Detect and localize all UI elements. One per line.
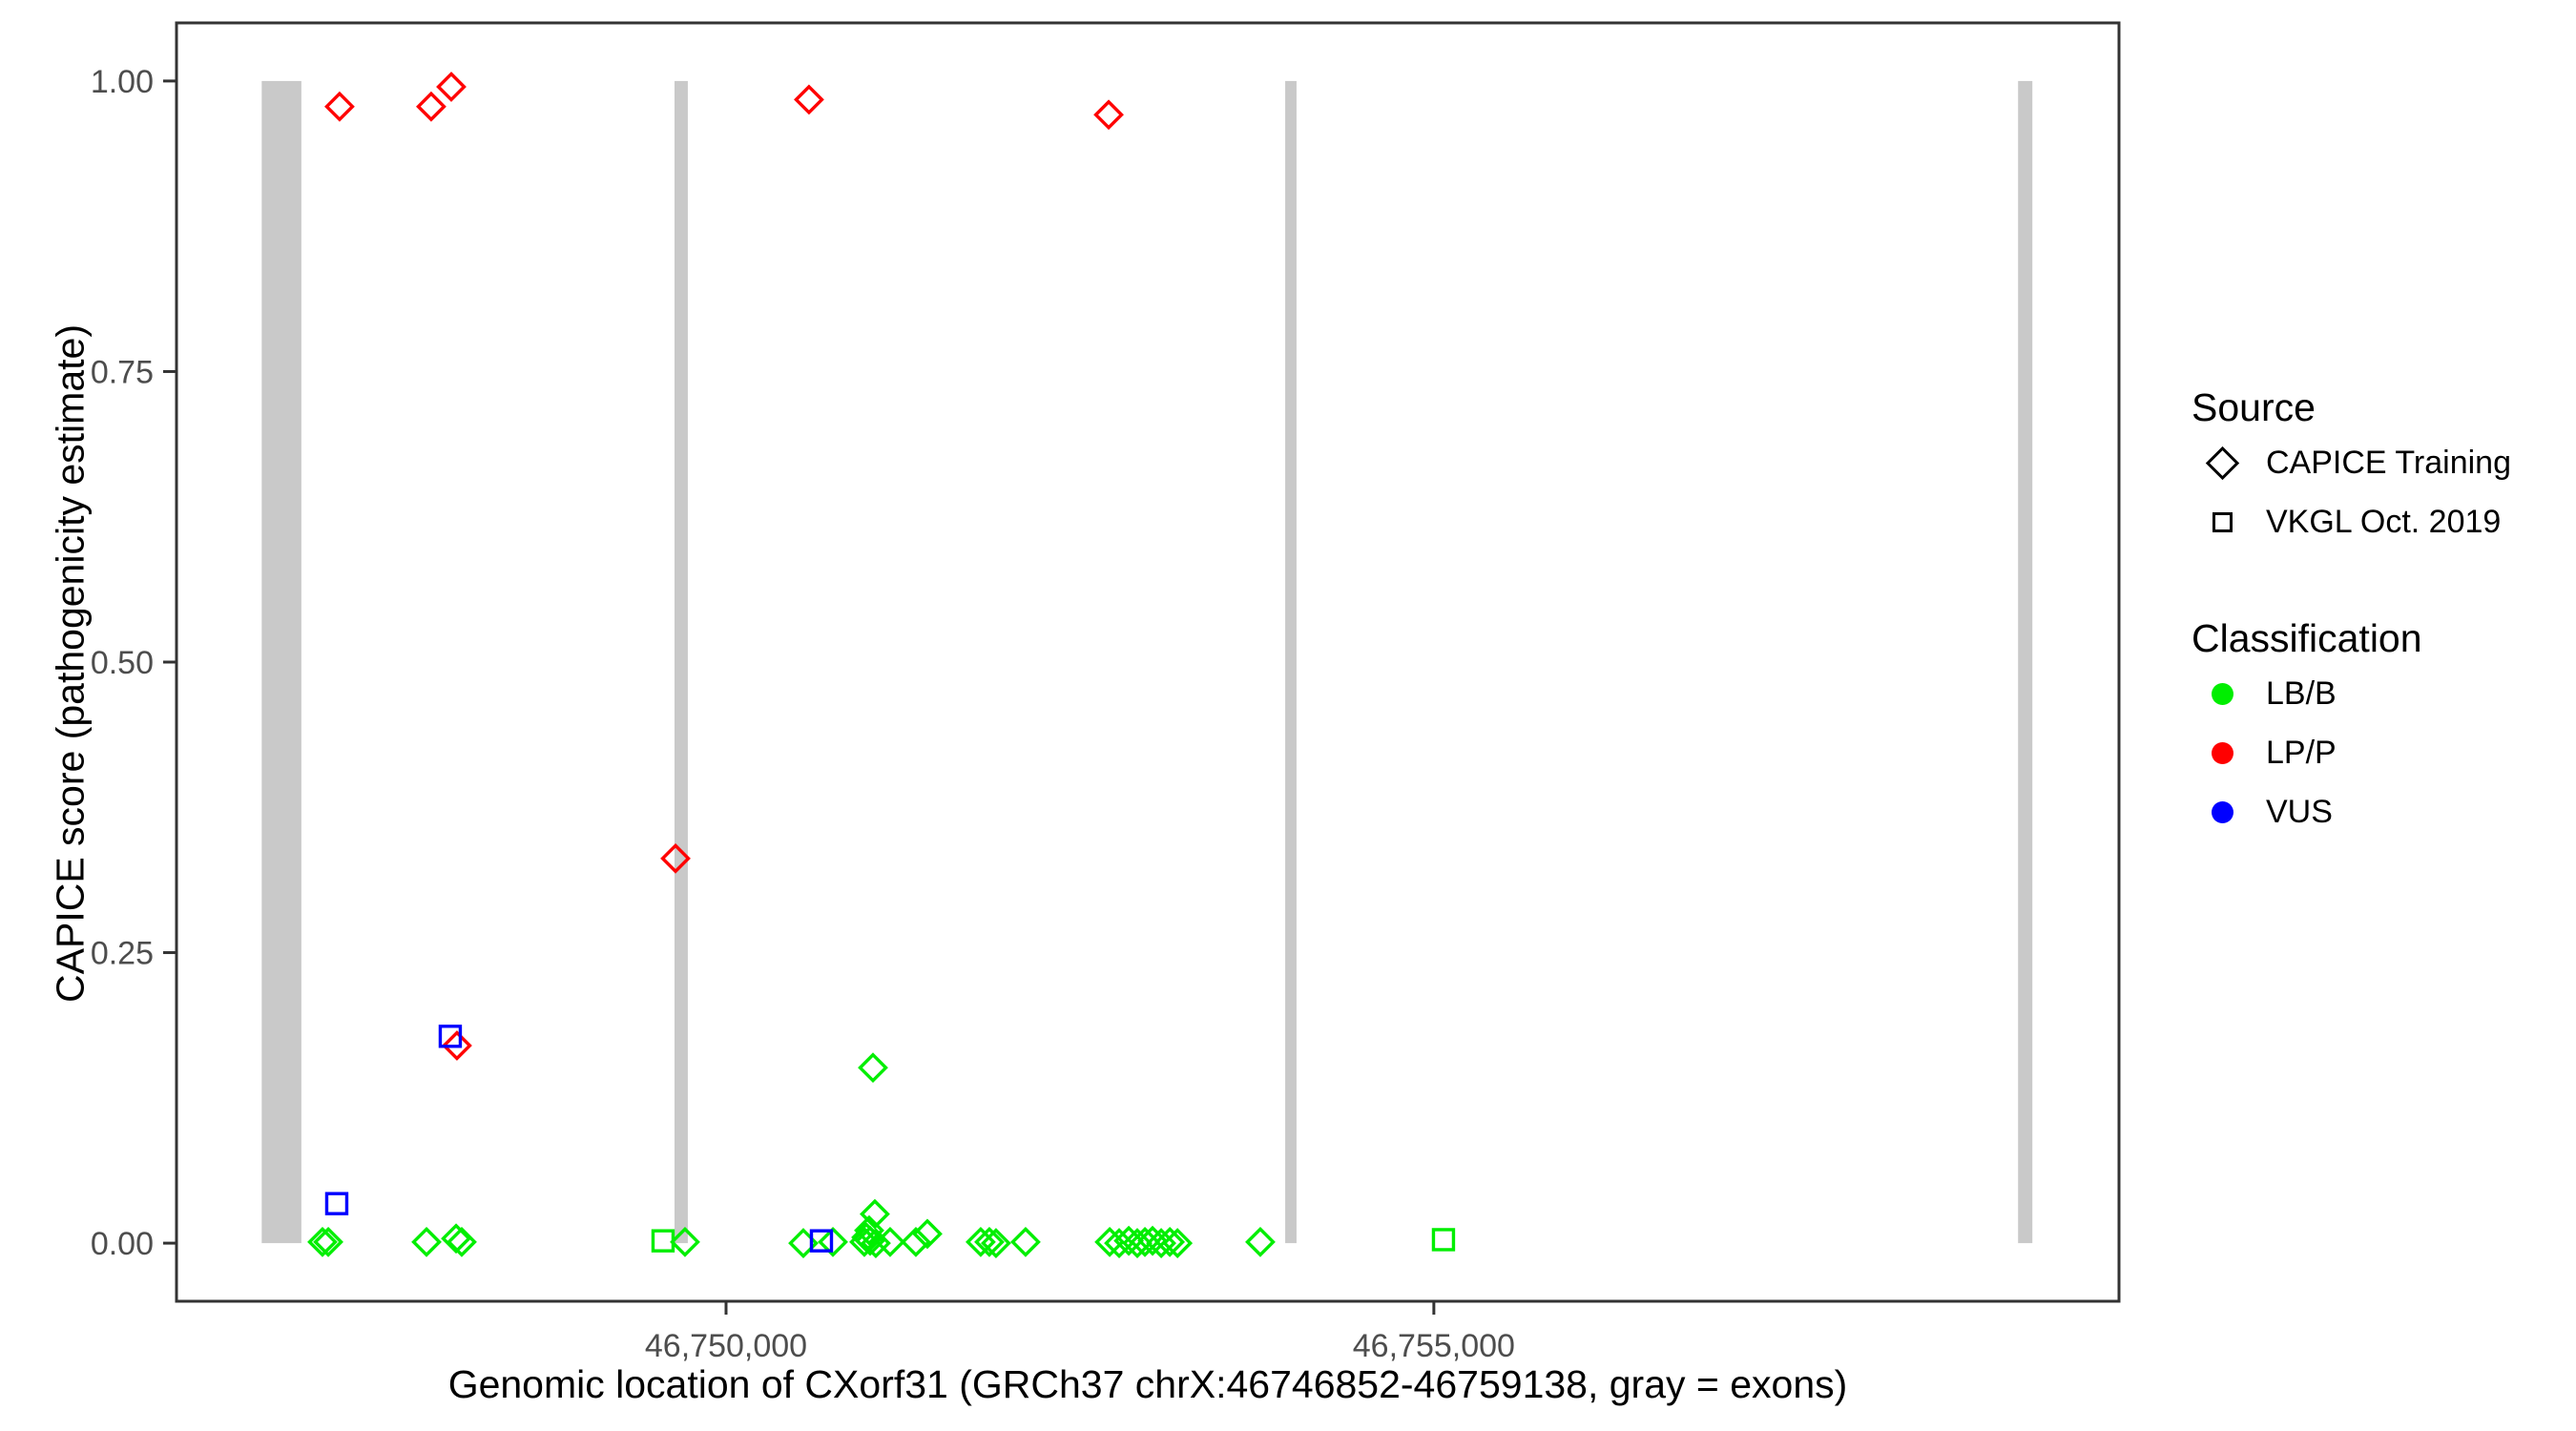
data-point-diamond bbox=[858, 1052, 888, 1084]
data-point-diamond bbox=[794, 84, 824, 115]
data-point-diamond bbox=[324, 91, 355, 122]
y-tick-label: 1.00 bbox=[91, 64, 154, 100]
legend-item-vus: VUS bbox=[2192, 794, 2333, 831]
legend-item-capice-training: CAPICE Training bbox=[2192, 445, 2511, 482]
data-point-diamond bbox=[442, 1030, 472, 1061]
y-tick-label: 0.75 bbox=[91, 354, 154, 390]
data-point-diamond bbox=[660, 842, 691, 874]
data-point-diamond bbox=[670, 1226, 700, 1257]
x-axis-title: Genomic location of CXorf31 (GRCh37 chrX… bbox=[447, 1362, 1848, 1406]
legend-item-label: CAPICE Training bbox=[2266, 445, 2511, 481]
y-axis-title: CAPICE score (pathogenicity estimate) bbox=[48, 324, 93, 1003]
legend-item-label: VKGL Oct. 2019 bbox=[2266, 504, 2502, 540]
data-point-diamond bbox=[974, 1226, 1005, 1257]
data-point-diamond bbox=[1162, 1228, 1194, 1258]
legend-item-lbb: LB/B bbox=[2192, 675, 2337, 713]
legend-item-vkgl: VKGL Oct. 2019 bbox=[2192, 504, 2501, 541]
data-point-diamond bbox=[1122, 1228, 1153, 1258]
exon-bar bbox=[1285, 80, 1297, 1244]
panel-border bbox=[175, 21, 2121, 1303]
data-point-diamond bbox=[818, 1226, 848, 1257]
data-point-diamond bbox=[1010, 1226, 1041, 1257]
square-legend-icon bbox=[2192, 512, 2253, 532]
legend-item-label: LP/P bbox=[2266, 735, 2337, 771]
legend-item-label: VUS bbox=[2266, 794, 2333, 830]
data-point-diamond bbox=[861, 1228, 891, 1258]
green-dot-icon bbox=[2192, 683, 2253, 705]
data-point-square bbox=[438, 1025, 463, 1048]
data-point-diamond bbox=[1154, 1226, 1186, 1257]
x-tick-label: 46,750,000 bbox=[645, 1328, 807, 1364]
legend-item-lpp: LP/P bbox=[2192, 735, 2337, 772]
data-point-diamond bbox=[901, 1226, 931, 1257]
data-point-square bbox=[651, 1229, 675, 1253]
data-point-diamond bbox=[912, 1218, 943, 1250]
x-tick-label: 46,755,000 bbox=[1353, 1328, 1515, 1364]
exon-bar bbox=[674, 80, 688, 1244]
data-point-diamond bbox=[981, 1228, 1011, 1258]
legend-item-label: LB/B bbox=[2266, 675, 2337, 712]
data-point-diamond bbox=[416, 91, 447, 122]
data-point-square bbox=[324, 1192, 349, 1215]
y-tick-label: 0.25 bbox=[91, 936, 154, 972]
data-point-diamond bbox=[307, 1226, 338, 1257]
diamond-legend-icon bbox=[2192, 446, 2253, 481]
data-point-diamond bbox=[411, 1226, 442, 1257]
data-point-diamond bbox=[436, 72, 467, 102]
red-dot-icon bbox=[2192, 742, 2253, 764]
exon-bar bbox=[2018, 80, 2033, 1244]
legend-classification-title: Classification bbox=[2192, 616, 2422, 660]
data-point-diamond bbox=[1245, 1226, 1276, 1257]
y-tick-label: 0.50 bbox=[91, 645, 154, 681]
data-point-square bbox=[1431, 1228, 1456, 1252]
data-point-diamond bbox=[860, 1198, 890, 1230]
data-point-square bbox=[809, 1229, 834, 1253]
data-point-diamond bbox=[1093, 99, 1124, 131]
y-tick-label: 0.00 bbox=[91, 1226, 154, 1262]
blue-dot-icon bbox=[2192, 801, 2253, 823]
data-point-diamond bbox=[447, 1226, 477, 1257]
data-point-diamond bbox=[875, 1226, 905, 1257]
data-point-diamond bbox=[313, 1226, 343, 1257]
legend-source-title: Source bbox=[2192, 385, 2316, 429]
exon-bar bbox=[261, 80, 301, 1244]
data-point-diamond bbox=[855, 1225, 885, 1256]
